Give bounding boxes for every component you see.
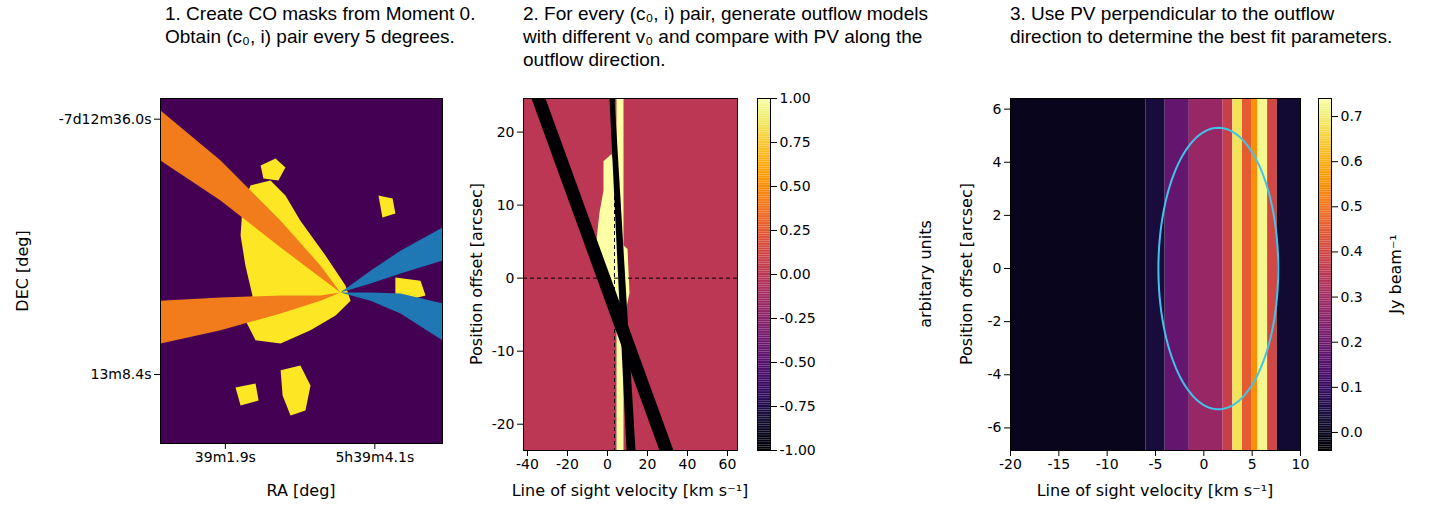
html-text:RA [deg]: RA [deg] bbox=[266, 480, 336, 500]
html-text:Position offset [arcsec]: Position offset [arcsec] bbox=[956, 183, 976, 365]
svg-text:6: 6 bbox=[993, 101, 1002, 117]
svg-text:0.00: 0.00 bbox=[780, 266, 811, 282]
svg-text:0.2: 0.2 bbox=[1341, 334, 1363, 350]
svg-text:-20: -20 bbox=[556, 456, 579, 472]
html-text:3. Use PV perpendicular to the: 3. Use PV perpendicular to the outflow d… bbox=[1010, 3, 1393, 47]
svg-text:10: 10 bbox=[1292, 456, 1310, 472]
svg-text:-20: -20 bbox=[492, 416, 515, 432]
svg-text:-40: -40 bbox=[516, 456, 539, 472]
svg-text:13m8.4s: 13m8.4s bbox=[90, 366, 151, 382]
svg-text:20: 20 bbox=[497, 124, 515, 140]
svg-text:-1.00: -1.00 bbox=[780, 442, 816, 458]
svg-text:-0.25: -0.25 bbox=[780, 310, 816, 326]
svg-text:0.4: 0.4 bbox=[1341, 243, 1363, 259]
svg-text:39m1.9s: 39m1.9s bbox=[195, 449, 256, 465]
svg-text:0.25: 0.25 bbox=[780, 222, 811, 238]
svg-text:40: 40 bbox=[679, 456, 697, 472]
svg-text:-5: -5 bbox=[1149, 456, 1163, 472]
svg-text:0: 0 bbox=[993, 260, 1002, 276]
svg-text:2: 2 bbox=[993, 207, 1002, 223]
svg-text:4: 4 bbox=[993, 154, 1002, 170]
svg-text:-2: -2 bbox=[988, 313, 1002, 329]
html-text:Position offset [arcsec]: Position offset [arcsec] bbox=[466, 183, 486, 365]
html-text:DEC [deg]: DEC [deg] bbox=[12, 229, 32, 312]
svg-text:10: 10 bbox=[497, 197, 515, 213]
html-text:Jy beam⁻¹: Jy beam⁻¹ bbox=[1385, 234, 1405, 314]
svg-text:-10: -10 bbox=[492, 343, 515, 359]
svg-text:20: 20 bbox=[639, 456, 657, 472]
svg-text:-0.50: -0.50 bbox=[780, 354, 816, 370]
html-text:Line of sight velocity [km s⁻¹: Line of sight velocity [km s⁻¹] bbox=[511, 480, 749, 500]
svg-text:0: 0 bbox=[1199, 456, 1208, 472]
svg-text:0.3: 0.3 bbox=[1341, 289, 1363, 305]
svg-text:-6: -6 bbox=[988, 419, 1002, 435]
svg-text:0.5: 0.5 bbox=[1341, 198, 1363, 214]
html-text:Line of sight velocity [km s⁻¹: Line of sight velocity [km s⁻¹] bbox=[1036, 480, 1274, 500]
svg-text:0.1: 0.1 bbox=[1341, 379, 1363, 395]
html-text:arbitary units: arbitary units bbox=[915, 220, 935, 328]
svg-text:0.7: 0.7 bbox=[1341, 108, 1363, 124]
svg-text:-4: -4 bbox=[988, 366, 1002, 382]
svg-text:0.50: 0.50 bbox=[780, 178, 811, 194]
html-text:1. Create CO masks from Moment: 1. Create CO masks from Moment 0. Obtain… bbox=[165, 3, 476, 47]
svg-text:60: 60 bbox=[719, 456, 737, 472]
svg-text:0.0: 0.0 bbox=[1341, 424, 1363, 440]
svg-text:-10: -10 bbox=[1096, 456, 1119, 472]
svg-text:0.75: 0.75 bbox=[780, 134, 811, 150]
svg-text:5h39m4.1s: 5h39m4.1s bbox=[335, 449, 414, 465]
svg-text:0.6: 0.6 bbox=[1341, 153, 1363, 169]
svg-text:-0.75: -0.75 bbox=[780, 398, 816, 414]
svg-text:0: 0 bbox=[506, 270, 515, 286]
svg-text:0: 0 bbox=[603, 456, 612, 472]
svg-text:5: 5 bbox=[1248, 456, 1257, 472]
svg-text:-15: -15 bbox=[1047, 456, 1070, 472]
html-text:2. For every (c₀, i) pair, gen: 2. For every (c₀, i) pair, generate outf… bbox=[523, 3, 928, 70]
svg-text:-20: -20 bbox=[999, 456, 1022, 472]
svg-text:1.00: 1.00 bbox=[780, 90, 811, 106]
svg-text:-7d12m36.0s: -7d12m36.0s bbox=[59, 111, 152, 127]
